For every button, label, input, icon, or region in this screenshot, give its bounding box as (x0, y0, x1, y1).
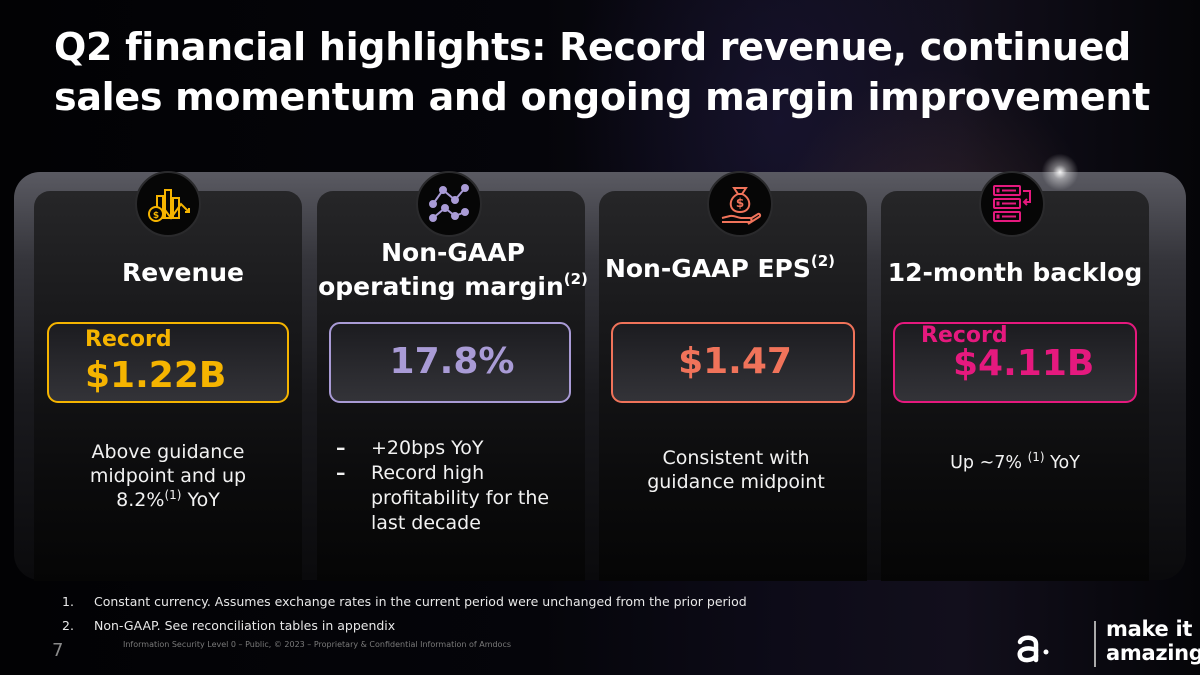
light-flare (1040, 152, 1080, 192)
revenue-description: Above guidance midpoint and up 8.2%(1) Y… (34, 440, 302, 512)
legal-notice: Information Security Level 0 – Public, ©… (123, 640, 512, 649)
revenue-value: $1.22B (85, 355, 227, 396)
footnotes: 1. Constant currency. Assumes exchange ra… (62, 593, 842, 641)
backlog-description: Up ~7% (1) YoY (950, 450, 1080, 473)
record-badge-backlog: Record (921, 323, 1008, 348)
card-title-revenue: Revenue (121, 258, 244, 287)
backlog-value: $4.11B (953, 343, 1095, 384)
bullet-item: – +20bps YoY (336, 437, 484, 459)
metric-box-operating-margin: 17.8% (329, 322, 571, 403)
server-list-icon (979, 171, 1045, 237)
bullet-item: – Record high profitability for the last … (336, 462, 550, 534)
page-number: 7 (52, 640, 64, 661)
operating-margin-value: 17.8% (389, 341, 515, 382)
eps-description: Consistent with guidance midpoint (647, 447, 825, 493)
card-title-operating-margin: Non-GAAP operating margin(2) (318, 238, 588, 301)
line-graph-icon (416, 171, 482, 237)
revenue-desc-line1: Above guidance (91, 441, 245, 463)
revenue-desc-line3: 8.2%(1) YoY (116, 488, 220, 511)
footnote-1: 1. Constant currency. Assumes exchange ra… (62, 594, 747, 609)
brand-tagline: make it amazing (1106, 617, 1200, 665)
operating-margin-bullets: – +20bps YoY – Record high profitability f… (336, 436, 556, 536)
svg-text:$: $ (736, 196, 744, 210)
metric-box-revenue: Record $1.22B (47, 322, 289, 403)
record-badge-revenue: Record (85, 327, 172, 352)
svg-text:$: $ (153, 211, 159, 221)
card-title-backlog: 12-month backlog (887, 258, 1143, 287)
metric-box-backlog: Record $4.11B (893, 322, 1137, 403)
money-bag-hand-icon: $ (707, 171, 773, 237)
metric-box-eps: $1.47 (611, 322, 855, 403)
slide-title: Q2 financial highlights: Record revenue,… (54, 25, 1150, 119)
eps-value: $1.47 (678, 341, 792, 382)
revenue-desc-line2: midpoint and up (89, 465, 247, 487)
logo-divider (1094, 621, 1096, 667)
card-title-eps: Non-GAAP EPS(2) (604, 252, 836, 284)
revenue-chart-icon: $ (135, 171, 201, 237)
amdocs-logo-icon (1012, 628, 1052, 668)
footnote-2: 2. Non-GAAP. See reconciliation tables in… (62, 618, 396, 633)
